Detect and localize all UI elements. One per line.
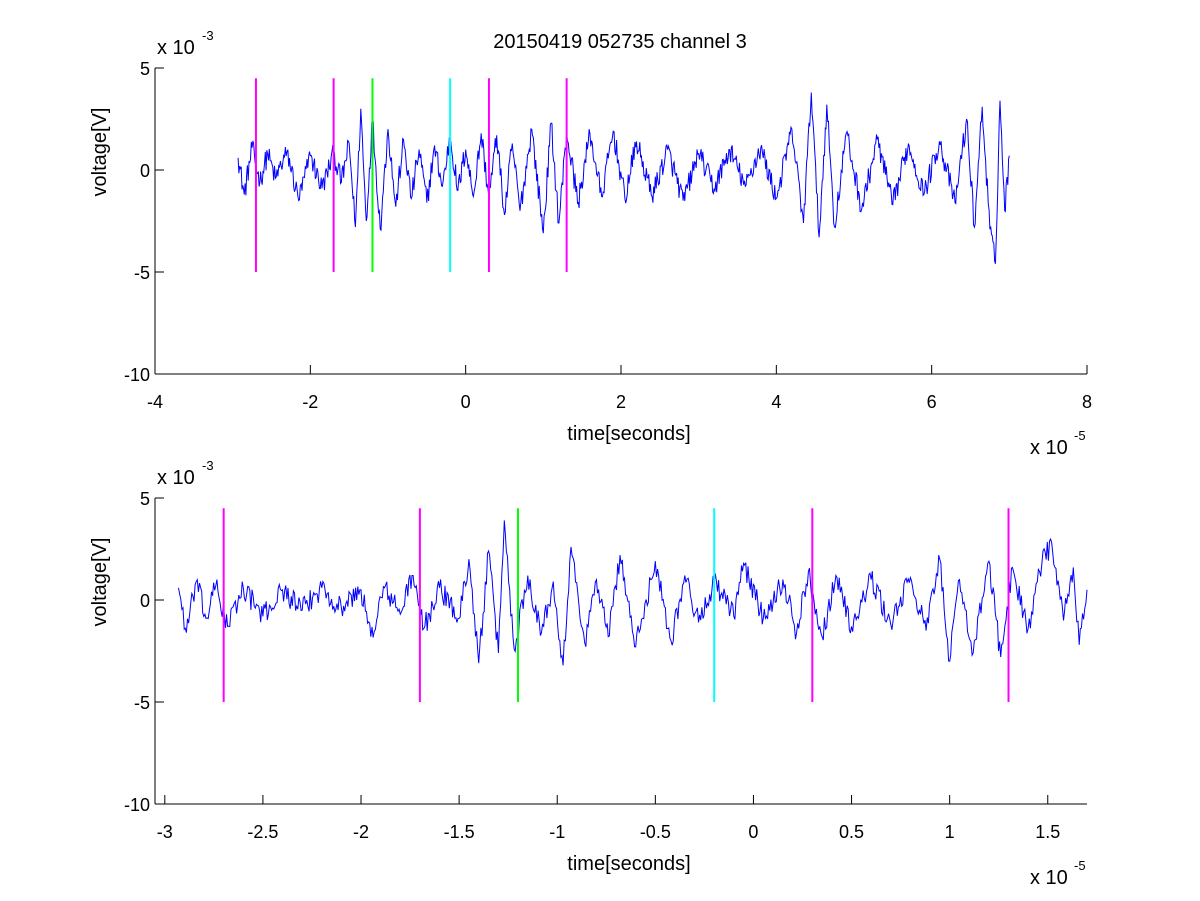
y-tick-label: 5 [140, 59, 150, 79]
bottom-chart: -3 -2.5 -2 -1.5 -1 -0.5 0 0.5 1 1.5 -10 -5 0 5 time[se… [89, 458, 1088, 889]
y-tick-label: 0 [140, 161, 150, 181]
x-tick-label: -2.5 [247, 822, 278, 842]
y-scale-label: x 10 [157, 37, 195, 59]
y-tick-label: 0 [140, 591, 150, 611]
x-axis-label: time[seconds] [567, 423, 690, 445]
x-axis-label: time[seconds] [567, 853, 690, 875]
y-axis-label: voltage[V] [89, 538, 111, 627]
x-tick-label: 4 [771, 392, 781, 412]
x-tick-label: -1.5 [444, 822, 475, 842]
x-tick-label: 8 [1082, 392, 1092, 412]
y-tick-label: -10 [124, 365, 150, 385]
x-tick-label: 0 [461, 392, 471, 412]
x-tick-label: 1.5 [1035, 822, 1060, 842]
y-scale-label: x 10 [157, 467, 195, 489]
x-tick-label: 2 [616, 392, 626, 412]
y-tick-label: -5 [134, 263, 150, 283]
x-tick-label: -2 [302, 392, 318, 412]
x-tick-label: 6 [927, 392, 937, 412]
x-tick-label: -1 [549, 822, 565, 842]
x-tick-label: -2 [353, 822, 369, 842]
signal-trace [178, 520, 1088, 666]
x-tick-label: 0.5 [839, 822, 864, 842]
y-axis-label: voltage[V] [89, 108, 111, 197]
x-tick-label: 1 [945, 822, 955, 842]
y-tick-label: 5 [140, 489, 150, 509]
x-tick-label: -4 [147, 392, 163, 412]
x-tick-label: -0.5 [640, 822, 671, 842]
x-scale-exponent: -5 [1074, 858, 1086, 873]
x-scale-exponent: -5 [1074, 428, 1086, 443]
y-scale-exponent: -3 [202, 458, 214, 473]
x-tick-label: -3 [157, 822, 173, 842]
x-scale-label: x 10 [1030, 437, 1068, 459]
top-chart: -4 -2 0 2 4 6 8 -10 -5 0 5 time[seconds] voltage[V] x… [89, 28, 1092, 459]
x-tick-label: 0 [748, 822, 758, 842]
signal-trace [237, 92, 1010, 264]
y-tick-label: -10 [124, 795, 150, 815]
figure-title: 20150419 052735 channel 3 [493, 31, 747, 53]
y-scale-exponent: -3 [202, 28, 214, 43]
y-tick-label: -5 [134, 693, 150, 713]
x-scale-label: x 10 [1030, 867, 1068, 889]
